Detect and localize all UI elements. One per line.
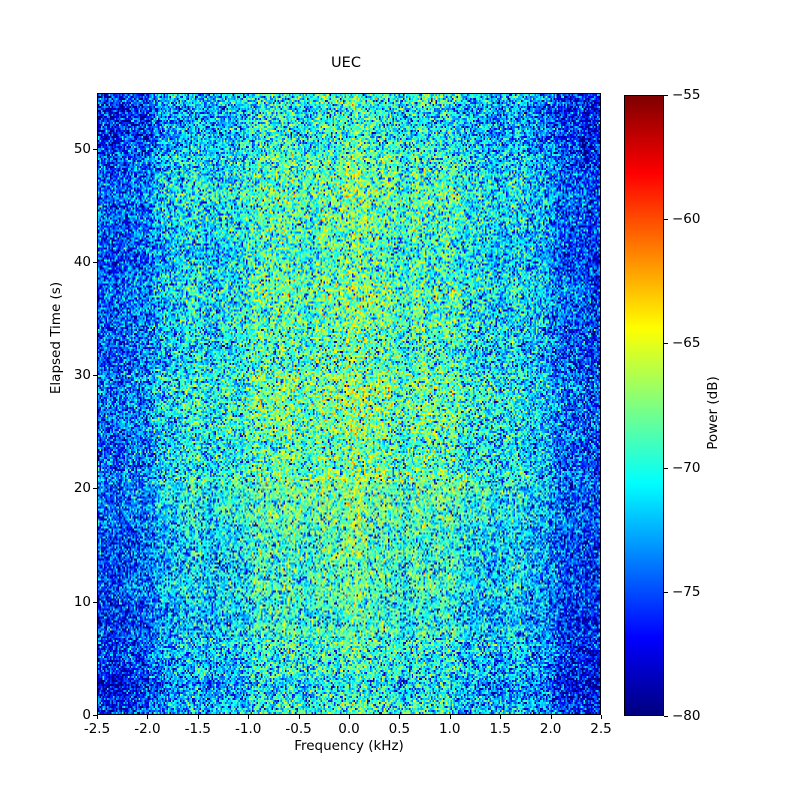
y-tick-label: 50	[73, 140, 91, 157]
y-axis-label: Elapsed Time (s)	[48, 281, 64, 395]
x-tick-label: 2.0	[539, 721, 562, 737]
x-tick-mark	[97, 715, 98, 719]
y-tick-mark	[93, 601, 97, 603]
y-tick-label: 10	[73, 593, 91, 610]
x-tick-label: 2.5	[590, 721, 612, 737]
y-tick-label: 20	[73, 480, 91, 497]
y-tick-mark	[93, 488, 97, 490]
x-tick-label: -2.5	[83, 721, 111, 737]
x-tick-mark	[449, 715, 451, 719]
x-tick-mark	[197, 715, 199, 719]
y-tick-mark	[93, 375, 97, 377]
x-tick-mark	[399, 715, 401, 719]
x-tick-label: 1.0	[439, 721, 461, 737]
spectrogram-image	[98, 94, 600, 714]
x-tick-mark	[248, 715, 250, 719]
x-tick-label: -1.0	[235, 721, 262, 737]
colorbar-tick-label: −55	[672, 87, 701, 103]
colorbar-tick-label: −75	[672, 583, 701, 600]
x-tick-label: 0.0	[338, 721, 360, 737]
x-tick-label: -1.5	[184, 721, 211, 737]
colorbar	[624, 95, 664, 716]
x-tick-mark	[298, 715, 300, 719]
colorbar-tick-mark	[664, 467, 668, 469]
x-tick-label: -0.5	[285, 721, 312, 737]
y-tick-mark	[93, 148, 97, 150]
colorbar-tick-mark	[664, 95, 668, 96]
x-tick-label: -2.0	[134, 721, 161, 737]
y-tick-label: 40	[73, 253, 91, 270]
colorbar-tick-label: −65	[672, 335, 701, 352]
x-tick-mark	[550, 715, 552, 719]
colorbar-tick-mark	[664, 591, 668, 593]
y-tick-label: 0	[82, 707, 91, 723]
title-line-station: UEC	[331, 54, 361, 71]
x-tick-mark	[601, 715, 602, 719]
x-tick-label: 1.5	[489, 721, 511, 737]
colorbar-tick-mark	[664, 716, 668, 717]
colorbar-gradient	[625, 96, 663, 715]
x-axis-label: Frequency (kHz)	[294, 738, 404, 754]
y-tick-mark	[93, 261, 97, 263]
x-tick-mark	[349, 715, 350, 719]
colorbar-tick-mark	[664, 343, 668, 345]
spectrogram-plot-area	[97, 93, 601, 715]
colorbar-label: Power (dB)	[705, 376, 721, 450]
x-tick-label: 0.5	[388, 721, 411, 737]
colorbar-tick-mark	[664, 219, 668, 221]
y-tick-mark	[93, 715, 97, 716]
colorbar-tick-label: −60	[672, 211, 701, 228]
y-tick-label: 30	[73, 367, 91, 384]
colorbar-tick-label: −80	[672, 708, 701, 724]
colorbar-tick-label: −70	[672, 459, 701, 476]
x-tick-mark	[147, 715, 149, 719]
x-tick-mark	[500, 715, 502, 719]
